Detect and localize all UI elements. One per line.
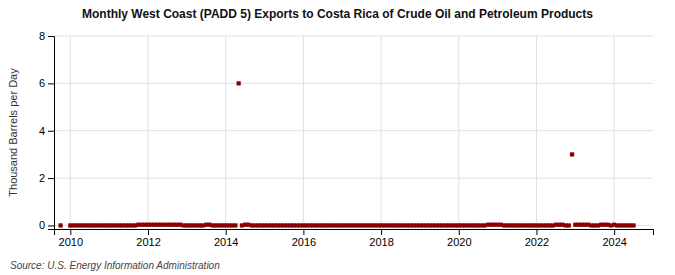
y-tick: 8 xyxy=(39,30,54,42)
point xyxy=(567,223,571,227)
y-tick-label: 0 xyxy=(39,219,45,231)
x-grid-line xyxy=(303,36,304,229)
source: Source: U.S. Energy Information Administ… xyxy=(10,260,220,271)
plot-area xyxy=(58,81,635,227)
x-grid-line xyxy=(536,36,537,229)
y-tick-mark xyxy=(48,225,54,226)
point xyxy=(570,152,574,156)
x-tick-mark xyxy=(381,229,382,235)
point xyxy=(631,223,635,227)
x-tick-label: 2012 xyxy=(136,236,160,248)
x-tick: 2024 xyxy=(602,229,626,248)
y-tick-mark xyxy=(48,131,54,132)
x-tick-mark xyxy=(614,229,615,235)
y-tick: 4 xyxy=(39,125,54,137)
x-grid-line xyxy=(458,36,459,229)
x-grid-line xyxy=(148,36,149,229)
y-tick-label: 2 xyxy=(39,172,45,184)
x-tick: 2020 xyxy=(447,229,471,248)
x-axis-line xyxy=(55,230,654,236)
y-tick-label: 6 xyxy=(39,77,45,89)
y-grid-line xyxy=(54,83,653,84)
y-axis-label: Thousand Barrels per Day xyxy=(7,68,19,197)
y-grid-line xyxy=(54,130,653,131)
y-tick-label: 4 xyxy=(39,125,45,137)
y-tick: 6 xyxy=(39,77,54,89)
y-axis: 0 2 4 6 8 xyxy=(39,30,55,231)
x-tick: 2014 xyxy=(214,229,238,248)
point xyxy=(237,81,241,85)
x-grid-line xyxy=(614,36,615,229)
y-tick-mark xyxy=(48,36,54,37)
x-tick-mark xyxy=(226,229,227,235)
y-grid-line xyxy=(54,178,653,179)
title: Monthly West Coast (PADD 5) Exports to C… xyxy=(82,7,593,21)
x-tick: 2016 xyxy=(292,229,316,248)
x-tick-label: 2018 xyxy=(369,236,393,248)
y-tick: 2 xyxy=(39,172,54,184)
x-tick: 2010 xyxy=(59,229,83,248)
point xyxy=(233,223,237,227)
y-tick-label: 8 xyxy=(39,30,45,42)
point xyxy=(58,223,62,227)
x-axis: 2010 2012 2014 2016 2018 2020 2022 2024 xyxy=(55,229,654,248)
y-tick-mark xyxy=(48,83,54,84)
x-tick-mark xyxy=(70,229,71,235)
x-tick-label: 2020 xyxy=(447,236,471,248)
y-grid-line xyxy=(54,36,653,37)
grid xyxy=(54,36,653,229)
x-tick-label: 2022 xyxy=(525,236,549,248)
x-tick-label: 2016 xyxy=(292,236,316,248)
x-grid-line xyxy=(70,36,71,229)
x-tick-mark xyxy=(536,229,537,235)
x-tick-label: 2010 xyxy=(59,236,83,248)
x-tick-mark xyxy=(303,229,304,235)
x-tick-label: 2024 xyxy=(602,236,626,248)
y-tick: 0 xyxy=(39,219,54,231)
y-tick-mark xyxy=(48,178,54,179)
chart: 2010 2012 2014 2016 2018 2020 2022 2024 0 2 4 6 8 Mon… xyxy=(0,0,675,275)
x-tick-mark xyxy=(148,229,149,235)
y-axis-line xyxy=(48,37,55,230)
x-tick: 2018 xyxy=(369,229,393,248)
x-tick-mark xyxy=(459,229,460,235)
x-tick: 2022 xyxy=(525,229,549,248)
x-grid-line xyxy=(225,36,226,229)
x-grid-line xyxy=(381,36,382,229)
x-tick: 2012 xyxy=(136,229,160,248)
x-tick-label: 2014 xyxy=(214,236,238,248)
